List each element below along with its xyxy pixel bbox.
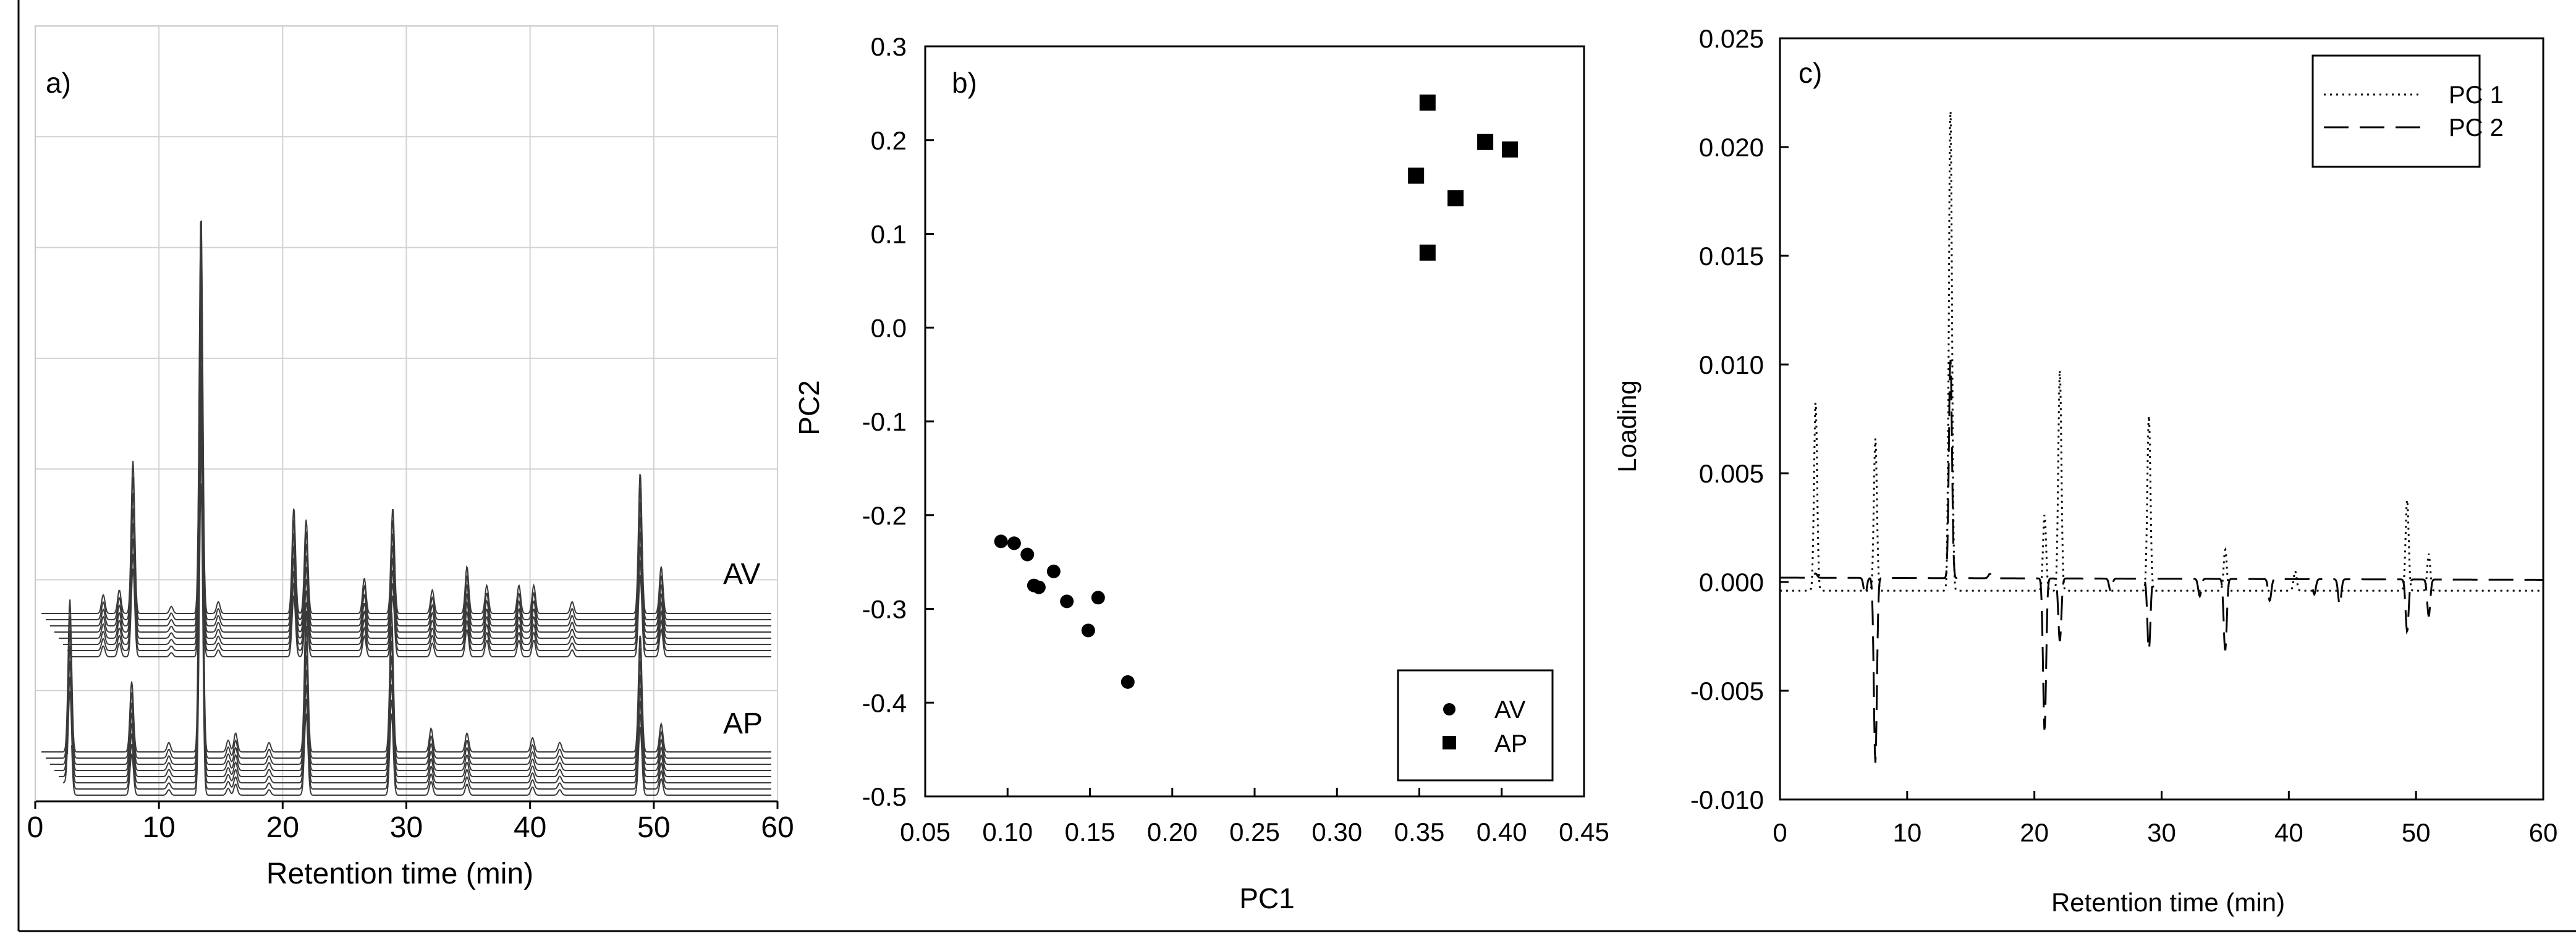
panel-a-x-tick-label: 10 bbox=[142, 811, 175, 844]
ap-group-label: AP bbox=[723, 707, 763, 740]
panel-c-x-tick-label: 0 bbox=[1773, 818, 1787, 847]
panel-c-loadings-plot: 0 10 20 30 40 50 60 -0.010 -0.005 0.000 0.005 0.010… bbox=[1612, 24, 2557, 917]
panel-b-y-axis-label: PC2 bbox=[793, 380, 825, 435]
panel-b-y-tick-label: -0.1 bbox=[862, 407, 907, 436]
chromatogram-trace-ap bbox=[59, 370, 771, 777]
panel-c-y-tick-label: 0.005 bbox=[1699, 459, 1764, 488]
score-point-av bbox=[1121, 675, 1135, 689]
panel-c-y-tick-label: 0.015 bbox=[1699, 242, 1764, 271]
score-point-av bbox=[1081, 623, 1095, 638]
loading-line-pc-1 bbox=[1780, 111, 2543, 592]
chromatogram-trace-av bbox=[59, 337, 771, 639]
score-point-ap bbox=[1447, 190, 1464, 206]
score-point-av bbox=[1007, 536, 1021, 550]
panel-b-x-tick-label: 0.05 bbox=[900, 817, 951, 846]
panel-c-x-tick-label: 60 bbox=[2529, 818, 2558, 847]
chromatogram-trace-ap bbox=[46, 255, 771, 759]
panel-b-y-tick-label: 0.3 bbox=[871, 32, 907, 61]
panel-c-y-tick-label: 0.000 bbox=[1699, 568, 1764, 597]
panel-b-y-tick-label: -0.5 bbox=[862, 782, 907, 811]
score-point-av bbox=[1060, 594, 1074, 609]
panel-b-y-tick-label: 0.2 bbox=[871, 126, 907, 155]
panel-a-chromatograms: 0 10 20 30 40 50 60 a) AV AP Retention time (m… bbox=[27, 25, 794, 890]
score-point-ap bbox=[1502, 141, 1519, 158]
panel-b-legend: AV AP bbox=[1397, 669, 1554, 782]
score-point-ap bbox=[1477, 133, 1494, 150]
panel-b-score-plot: 0.05 0.10 0.15 0.20 0.25 0.30 0.35 0.40 0.45 -0.5… bbox=[793, 32, 1609, 914]
panel-a-x-axis-label: Retention time (min) bbox=[266, 858, 533, 890]
chromatogram-trace-ap bbox=[54, 327, 771, 771]
panel-b-x-tick-label: 0.40 bbox=[1477, 817, 1527, 846]
panel-b-y-tick-label: -0.4 bbox=[862, 688, 907, 717]
panel-b-label: b) bbox=[952, 67, 977, 99]
panel-a-x-tick-label: 20 bbox=[266, 811, 299, 844]
panel-c-x-tick-label: 40 bbox=[2274, 818, 2303, 847]
panel-a-x-tick-label: 0 bbox=[27, 811, 44, 844]
score-point-av bbox=[994, 534, 1008, 549]
chromatogram-trace-av bbox=[63, 366, 771, 645]
chromatogram-trace-ap bbox=[50, 290, 771, 765]
panel-b-x-tick-label: 0.45 bbox=[1559, 817, 1609, 846]
chromatogram-trace-av bbox=[50, 275, 771, 626]
panel-b-y-tick-label: 0.0 bbox=[871, 313, 907, 342]
panel-c-y-tick-label: 0.025 bbox=[1699, 24, 1764, 53]
score-point-av bbox=[1020, 547, 1035, 562]
score-point-av bbox=[1032, 580, 1046, 594]
chromatogram-trace-av bbox=[46, 248, 771, 620]
panel-b-y-tick-label: -0.2 bbox=[862, 501, 907, 530]
panel-b-x-tick-label: 0.35 bbox=[1394, 817, 1445, 846]
panel-c-label: c) bbox=[1799, 57, 1822, 89]
chromatogram-trace-av bbox=[54, 305, 771, 633]
score-point-av bbox=[1046, 564, 1061, 578]
chromatogram-trace-av bbox=[67, 395, 771, 651]
legend-ap-marker bbox=[1443, 736, 1456, 749]
panel-c-y-axis-label: Loading bbox=[1612, 380, 1642, 472]
panel-b-x-axis-label: PC1 bbox=[1239, 882, 1294, 914]
panel-c-x-tick-label: 20 bbox=[2020, 818, 2049, 847]
chromatogram-trace-ap bbox=[71, 483, 771, 796]
panel-c-y-tick-label: 0.020 bbox=[1699, 133, 1764, 162]
panel-b-x-tick-label: 0.25 bbox=[1229, 817, 1280, 846]
panel-c-x-tick-label: 10 bbox=[1892, 818, 1921, 847]
chromatogram-trace-av bbox=[72, 426, 771, 658]
panel-a-x-tick-label: 30 bbox=[390, 811, 423, 844]
legend-pc1-label: PC 1 bbox=[2449, 82, 2504, 109]
panel-c-y-tick-label: -0.010 bbox=[1690, 785, 1764, 814]
panel-b-x-tick-label: 0.30 bbox=[1311, 817, 1362, 846]
panel-b-x-tick-label: 0.20 bbox=[1147, 817, 1198, 846]
panel-b-x-tick-label: 0.15 bbox=[1065, 817, 1116, 846]
chromatogram-trace-ap bbox=[41, 220, 771, 753]
panel-c-x-tick-label: 30 bbox=[2147, 818, 2176, 847]
panel-c-x-axis-label: Retention time (min) bbox=[2051, 888, 2285, 917]
score-point-ap bbox=[1419, 95, 1436, 111]
av-group-label: AV bbox=[723, 558, 760, 591]
panel-c-y-tick-label: 0.010 bbox=[1699, 350, 1764, 379]
panel-c-x-tick-label: 50 bbox=[2402, 818, 2431, 847]
legend-av-marker bbox=[1443, 703, 1455, 715]
legend-pc2-label: PC 2 bbox=[2449, 114, 2504, 141]
chromatogram-trace-av bbox=[41, 220, 771, 614]
panel-b-x-tick-label: 0.10 bbox=[982, 817, 1033, 846]
score-point-av bbox=[1091, 591, 1105, 605]
panel-a-x-tick-label: 40 bbox=[514, 811, 546, 844]
loading-line-pc-2 bbox=[1780, 360, 2543, 763]
panel-a-x-tick-label: 50 bbox=[637, 811, 670, 844]
score-point-ap bbox=[1408, 167, 1425, 184]
panel-a-x-tick-label: 60 bbox=[761, 811, 794, 844]
panel-b-y-tick-label: -0.3 bbox=[862, 595, 907, 624]
panel-a-label: a) bbox=[46, 67, 71, 99]
score-point-ap bbox=[1419, 244, 1436, 261]
legend-av-label: AV bbox=[1494, 696, 1526, 723]
chromatogram-trace-ap bbox=[62, 406, 771, 783]
panel-b-y-tick-label: 0.1 bbox=[871, 220, 907, 249]
chromatogram-trace-ap bbox=[67, 444, 771, 790]
panel-c-legend: PC 1 PC 2 bbox=[2311, 54, 2504, 168]
legend-ap-label: AP bbox=[1494, 730, 1527, 757]
panel-c-y-tick-label: -0.005 bbox=[1690, 677, 1764, 706]
